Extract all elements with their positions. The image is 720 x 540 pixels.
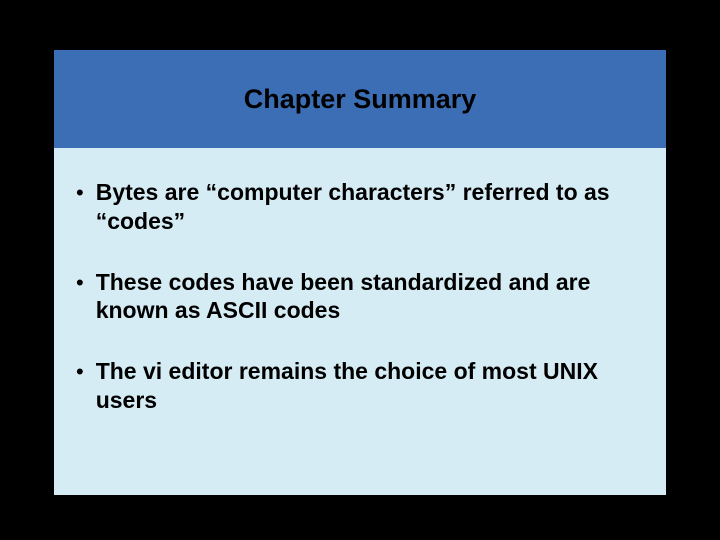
bullet-item: • These codes have been standardized and…: [76, 268, 644, 326]
bullet-text: These codes have been standardized and a…: [96, 268, 644, 326]
bullet-marker: •: [76, 357, 84, 386]
content-area: • Bytes are “computer characters” referr…: [54, 148, 666, 495]
slide: Chapter Summary • Bytes are “computer ch…: [54, 50, 666, 495]
bullet-marker: •: [76, 268, 84, 297]
slide-title: Chapter Summary: [244, 84, 477, 115]
bullet-text: The vi editor remains the choice of most…: [96, 357, 644, 415]
bullet-text: Bytes are “computer characters” referred…: [96, 178, 644, 236]
bullet-item: • The vi editor remains the choice of mo…: [76, 357, 644, 415]
bullet-marker: •: [76, 178, 84, 207]
bullet-item: • Bytes are “computer characters” referr…: [76, 178, 644, 236]
title-bar: Chapter Summary: [54, 50, 666, 148]
